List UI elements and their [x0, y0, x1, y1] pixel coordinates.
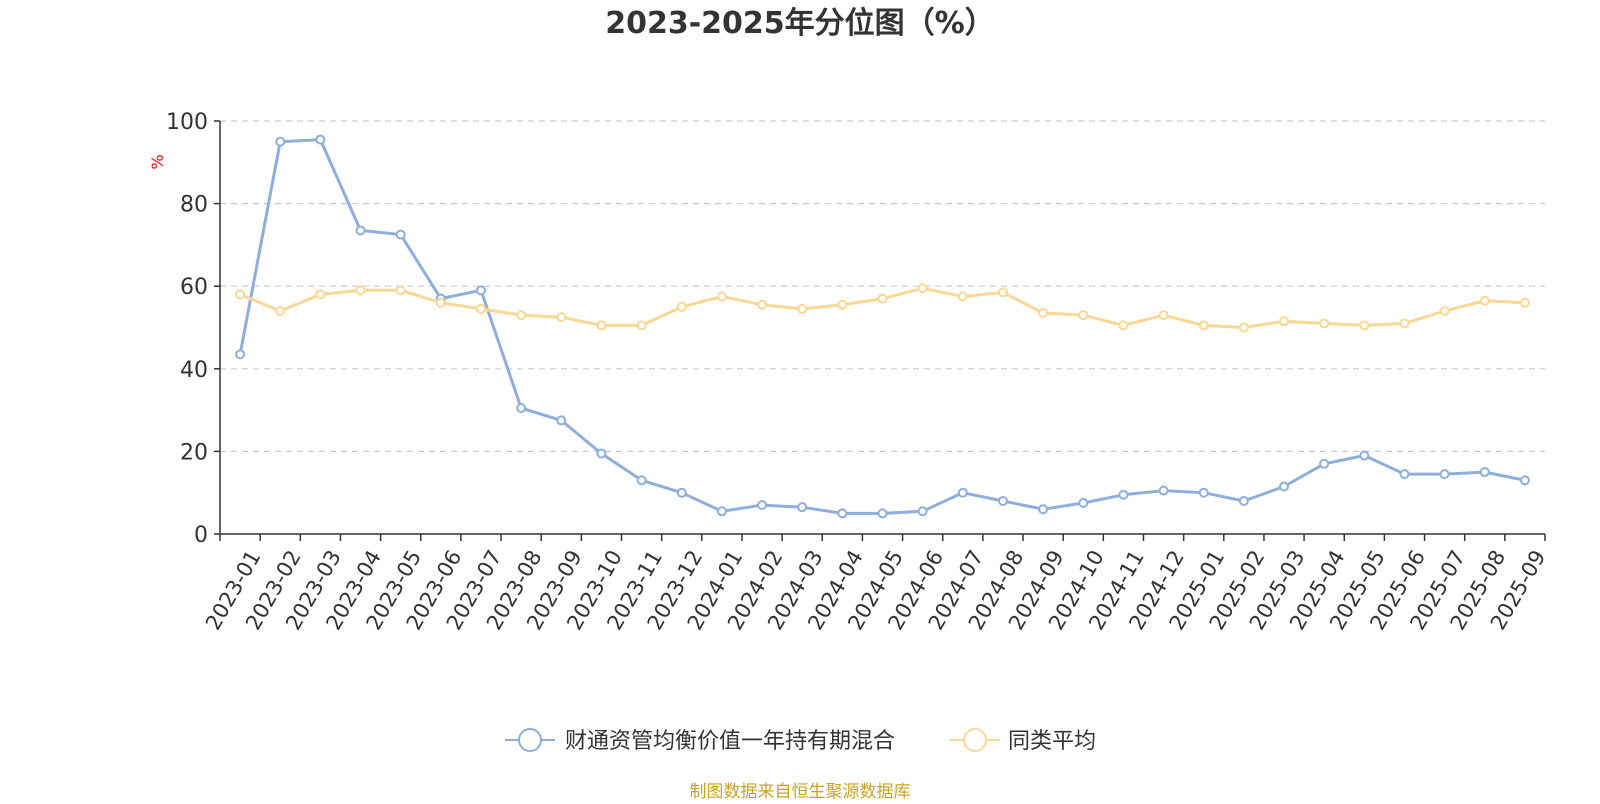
data-point-s1-3: [355, 285, 366, 296]
data-point-s0-21: [1078, 498, 1089, 509]
data-point-s1-10: [636, 320, 647, 331]
data-point-s0-18: [957, 487, 968, 498]
data-point-s1-2: [315, 289, 326, 300]
y-tick-label: 40: [180, 358, 208, 383]
data-point-s0-12: [716, 506, 727, 517]
data-point-s0-25: [1238, 495, 1249, 506]
data-point-s0-16: [877, 508, 888, 519]
data-point-s1-11: [676, 301, 687, 312]
data-point-s1-18: [957, 291, 968, 302]
y-tick-label: 60: [180, 275, 208, 300]
data-point-s0-2: [315, 134, 326, 145]
data-point-s0-14: [797, 502, 808, 513]
data-point-s0-4: [395, 229, 406, 240]
y-axis-label: %: [148, 154, 167, 169]
y-tick-label: 20: [180, 440, 208, 465]
data-point-s1-9: [596, 320, 607, 331]
data-point-s0-15: [837, 508, 848, 519]
y-tick-label: 80: [180, 193, 208, 218]
data-point-s0-31: [1479, 467, 1490, 478]
data-point-s0-6: [475, 285, 486, 296]
legend-label-1: 同类平均: [1008, 729, 1096, 754]
data-point-s0-19: [997, 495, 1008, 506]
data-point-s0-10: [636, 475, 647, 486]
y-tick-label: 100: [166, 110, 208, 135]
series-line-0: [238, 138, 1526, 515]
data-point-s1-14: [797, 303, 808, 314]
data-point-s0-0: [235, 349, 246, 360]
data-point-s1-32: [1519, 297, 1530, 308]
source-note: 制图数据来自恒生聚源数据库: [690, 782, 911, 800]
data-point-s0-29: [1399, 469, 1410, 480]
data-point-s0-28: [1359, 450, 1370, 461]
axes: 0204060801002023-012023-022023-032023-04…: [166, 110, 1550, 634]
data-point-s1-25: [1238, 322, 1249, 333]
data-point-s0-3: [355, 225, 366, 236]
data-point-s1-6: [475, 303, 486, 314]
data-point-s0-22: [1118, 489, 1129, 500]
y-tick-label: 0: [194, 523, 208, 548]
data-point-s0-17: [917, 506, 928, 517]
data-point-s0-27: [1319, 458, 1330, 469]
legend-marker-0: [518, 728, 542, 752]
data-point-s1-16: [877, 293, 888, 304]
data-point-s0-20: [1038, 504, 1049, 515]
data-point-s1-15: [837, 299, 848, 310]
data-point-s1-12: [716, 291, 727, 302]
data-point-s1-8: [556, 312, 567, 323]
legend-marker-1: [963, 728, 987, 752]
data-point-s1-22: [1118, 320, 1129, 331]
data-point-s1-19: [997, 287, 1008, 298]
data-point-s0-26: [1279, 481, 1290, 492]
data-point-s1-7: [516, 310, 527, 321]
grid-lines: [220, 120, 1545, 452]
data-point-s1-31: [1479, 295, 1490, 306]
data-point-s0-30: [1439, 469, 1450, 480]
data-point-s0-8: [556, 415, 567, 426]
data-point-s0-24: [1198, 487, 1209, 498]
data-point-s1-21: [1078, 310, 1089, 321]
data-point-s1-13: [757, 299, 768, 310]
data-point-s1-28: [1359, 320, 1370, 331]
legend: 财通资管均衡价值一年持有期混合 同类平均: [505, 728, 1096, 754]
data-point-s1-29: [1399, 318, 1410, 329]
data-point-s1-30: [1439, 305, 1450, 316]
data-point-s1-1: [275, 305, 286, 316]
data-point-s0-9: [596, 448, 607, 459]
data-point-s1-24: [1198, 320, 1209, 331]
data-point-s0-23: [1158, 485, 1169, 496]
data-point-s1-0: [235, 289, 246, 300]
data-point-s0-1: [275, 136, 286, 147]
data-point-s0-11: [676, 487, 687, 498]
data-point-s1-27: [1319, 318, 1330, 329]
data-point-s0-32: [1519, 475, 1530, 486]
series-lines: [235, 134, 1530, 519]
data-point-s0-7: [516, 403, 527, 414]
legend-label-0: 财通资管均衡价值一年持有期混合: [565, 729, 895, 754]
data-point-s1-5: [435, 297, 446, 308]
data-point-s1-23: [1158, 310, 1169, 321]
data-point-s1-26: [1279, 316, 1290, 327]
data-point-s0-13: [757, 500, 768, 511]
data-point-s1-20: [1038, 308, 1049, 319]
data-point-s1-4: [395, 285, 406, 296]
data-point-s1-17: [917, 283, 928, 294]
chart-title: 2023-2025年分位图（%）: [605, 6, 995, 41]
